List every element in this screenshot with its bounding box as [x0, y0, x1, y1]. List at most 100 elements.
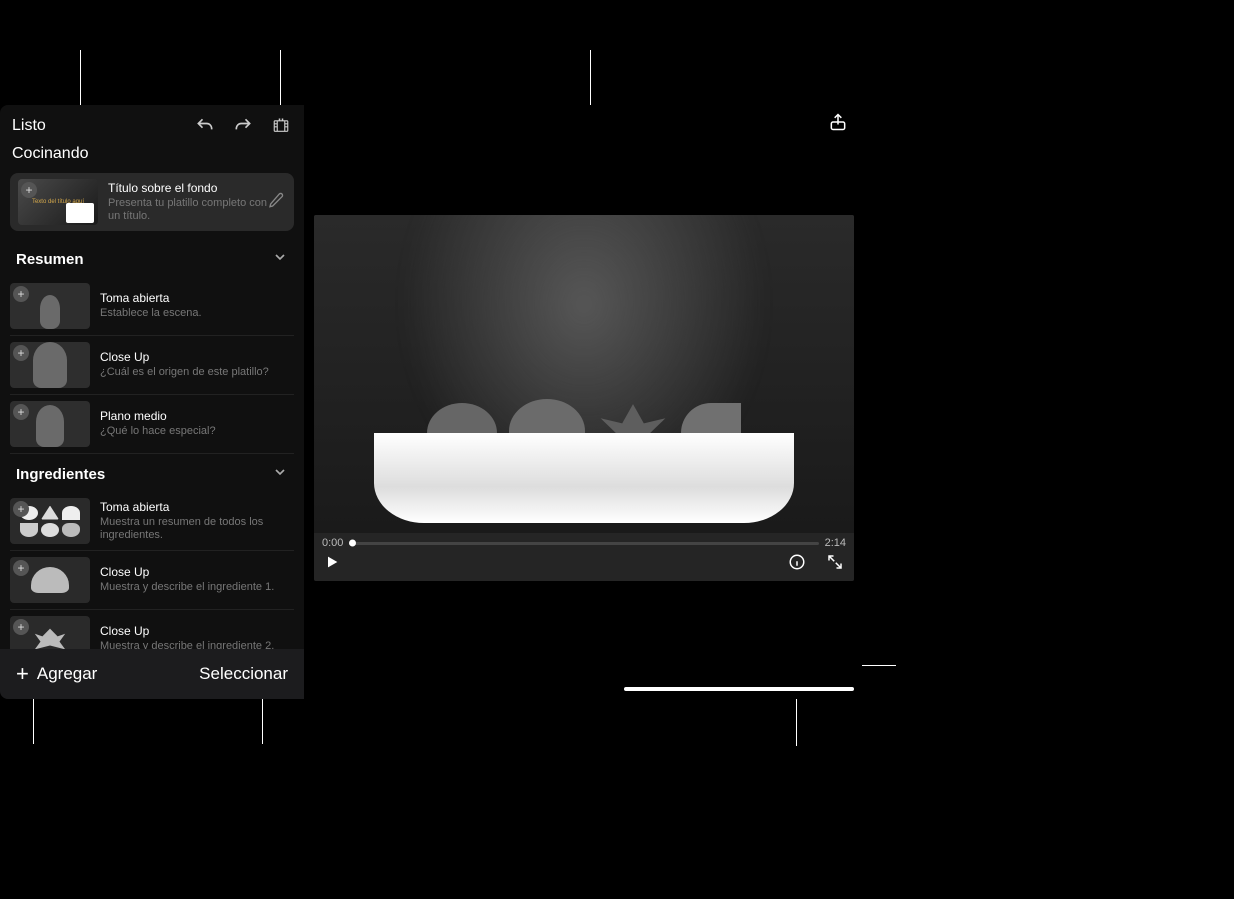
shot-item[interactable]: + Plano medio ¿Qué lo hace especial?	[10, 395, 294, 454]
controls-right	[788, 553, 844, 571]
shot-title: Close Up	[100, 624, 294, 638]
shot-item[interactable]: + Close Up Muestra y describe el ingredi…	[10, 610, 294, 649]
shot-text: Close Up ¿Cuál es el origen de este plat…	[90, 350, 294, 379]
shot-thumbnail: +	[10, 557, 90, 603]
shot-desc: Muestra y describe el ingrediente 1.	[100, 581, 294, 594]
shot-title: Plano medio	[100, 409, 294, 423]
add-media-icon[interactable]: +	[13, 286, 29, 302]
shot-desc: ¿Qué lo hace especial?	[100, 425, 294, 438]
fullscreen-button[interactable]	[826, 553, 844, 571]
add-media-icon[interactable]: +	[13, 619, 29, 635]
plus-icon: +	[16, 661, 29, 687]
ingredient-mini-icon	[41, 523, 59, 537]
preview-area: 0:00 2:14	[304, 105, 862, 699]
shot-title-card[interactable]: + Texto del título aquí Título sobre el …	[10, 173, 294, 231]
shot-thumbnail: +	[10, 283, 90, 329]
shot-thumbnail: + Texto del título aquí	[18, 179, 98, 225]
ingredient-mini-icon	[41, 506, 59, 520]
add-label: Agregar	[37, 664, 97, 684]
callout-line	[856, 665, 896, 666]
video-illustration	[314, 215, 854, 533]
mushroom-icon	[31, 567, 69, 593]
select-button[interactable]: Seleccionar	[199, 664, 288, 684]
bowl-shape	[374, 433, 794, 523]
section-items-resumen: + Toma abierta Establece la escena. + Cl…	[10, 277, 294, 454]
ingredient-mini-icon	[62, 523, 80, 537]
shot-title: Toma abierta	[100, 291, 294, 305]
shot-title: Toma abierta	[100, 500, 294, 514]
header-icons	[194, 115, 292, 137]
silhouette-icon	[40, 295, 60, 329]
preview-header	[304, 105, 862, 139]
add-media-icon[interactable]: +	[13, 560, 29, 576]
shot-item[interactable]: + Close Up Muestra y describe el ingredi…	[10, 551, 294, 610]
section-title: Resumen	[16, 251, 84, 268]
add-media-icon[interactable]: +	[13, 501, 29, 517]
shot-list: + Texto del título aquí Título sobre el …	[0, 173, 304, 649]
edit-icon[interactable]	[268, 192, 286, 213]
shot-item[interactable]: + Close Up ¿Cuál es el origen de este pl…	[10, 336, 294, 395]
undo-button[interactable]	[194, 115, 216, 137]
scrubber-knob[interactable]	[349, 540, 356, 547]
scrubber-track[interactable]	[349, 542, 818, 545]
silhouette-icon	[33, 342, 67, 388]
shot-thumbnail: +	[10, 498, 90, 544]
video-preview[interactable]: 0:00 2:14	[314, 215, 854, 581]
leaf-icon	[31, 626, 69, 649]
shot-thumbnail: +	[10, 401, 90, 447]
add-media-icon[interactable]: +	[13, 345, 29, 361]
shot-title: Close Up	[100, 350, 294, 364]
play-button[interactable]	[324, 553, 342, 571]
shot-desc: Establece la escena.	[100, 307, 294, 320]
shot-text: Toma abierta Establece la escena.	[90, 291, 294, 320]
bowl-graphic	[374, 433, 794, 523]
section-title: Ingredientes	[16, 466, 105, 483]
time-total: 2:14	[825, 537, 846, 549]
shot-thumbnail: +	[10, 616, 90, 649]
time-current: 0:00	[322, 537, 343, 549]
shot-thumbnail: +	[10, 342, 90, 388]
storyboard-icon[interactable]	[270, 115, 292, 137]
section-header-resumen[interactable]: Resumen	[10, 239, 294, 277]
shot-desc: Presenta tu platillo completo con un tít…	[108, 197, 268, 223]
controls-row	[314, 549, 854, 577]
shot-text: Close Up Muestra y describe el ingredien…	[90, 565, 294, 594]
redo-button[interactable]	[232, 115, 254, 137]
chevron-down-icon	[272, 464, 288, 484]
callout-line	[80, 50, 81, 110]
add-button[interactable]: + Agregar	[16, 661, 97, 687]
shot-text: Título sobre el fondo Presenta tu platil…	[98, 181, 268, 223]
shot-title: Close Up	[100, 565, 294, 579]
info-button[interactable]	[788, 553, 806, 571]
shot-item[interactable]: + Toma abierta Establece la escena.	[10, 277, 294, 336]
sidebar-footer: + Agregar Seleccionar	[0, 649, 304, 699]
sidebar: Listo Cocinando + Texto del título aquí	[0, 105, 304, 699]
shot-desc: Muestra un resumen de todos los ingredie…	[100, 516, 294, 542]
thumb-card-overlay	[66, 203, 94, 223]
app-frame: Listo Cocinando + Texto del título aquí	[0, 105, 862, 699]
share-button[interactable]	[828, 112, 848, 132]
callout-line	[33, 694, 34, 744]
section-header-ingredientes[interactable]: Ingredientes	[10, 454, 294, 492]
silhouette-icon	[36, 405, 64, 447]
sidebar-header: Listo	[0, 105, 304, 139]
scrubber-row: 0:00 2:14	[314, 533, 854, 549]
project-title: Cocinando	[0, 139, 304, 173]
add-media-icon[interactable]: +	[13, 404, 29, 420]
add-media-icon[interactable]: +	[21, 182, 37, 198]
ingredient-mini-icon	[20, 523, 38, 537]
done-button[interactable]: Listo	[12, 117, 46, 135]
shot-title: Título sobre el fondo	[108, 181, 268, 195]
home-indicator	[624, 687, 854, 691]
shot-item[interactable]: + Toma abierta Muestra un resumen de tod…	[10, 492, 294, 551]
shot-desc: ¿Cuál es el origen de este platillo?	[100, 366, 294, 379]
callout-line	[280, 50, 281, 110]
ingredient-mini-icon	[62, 506, 80, 520]
shot-desc: Muestra y describe el ingrediente 2.	[100, 640, 294, 649]
shot-text: Toma abierta Muestra un resumen de todos…	[90, 500, 294, 542]
shot-text: Plano medio ¿Qué lo hace especial?	[90, 409, 294, 438]
section-items-ingredientes: + Toma abierta Muestra un resumen de tod…	[10, 492, 294, 649]
chevron-down-icon	[272, 249, 288, 269]
shot-text: Close Up Muestra y describe el ingredien…	[90, 624, 294, 649]
player-controls: 0:00 2:14	[314, 533, 854, 581]
